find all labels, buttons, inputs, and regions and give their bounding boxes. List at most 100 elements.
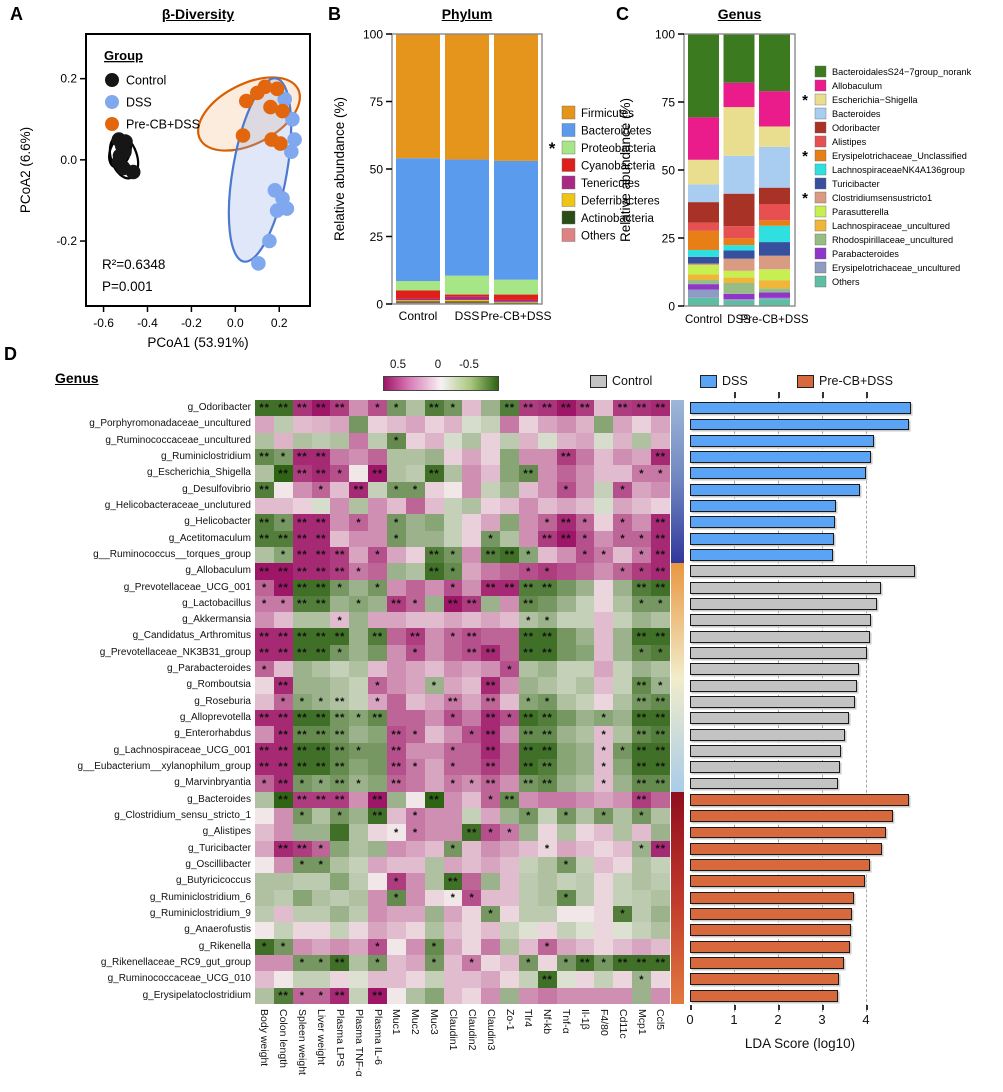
heatmap-cell [349,726,369,744]
heatmap-cell: ** [500,546,520,564]
legend-swatch-Control [590,375,607,388]
significance-stars: * [262,598,268,611]
significance-stars: * [601,549,607,562]
legend-label: BacteroidalesS24−7group_norank [832,67,972,77]
heatmap-cell: * [519,954,539,972]
significance-stars: ** [636,402,648,415]
lda-bottom-tick [778,1004,780,1010]
significance-stars: * [450,777,456,790]
heatmap-cell [519,791,539,809]
x-tick-label: -0.6 [93,316,114,330]
heatmap-row-label: g_Acetitomaculum [168,532,251,544]
heatmap-cell [556,971,577,988]
heatmap-cell [537,873,558,891]
heatmap-cell [462,514,482,532]
heatmap-column-label: Colon length [277,1008,290,1068]
heatmap-cell [387,465,407,483]
heatmap-cell [443,481,463,499]
heatmap-cell: * [500,710,520,727]
heatmap-cell: ** [311,644,331,662]
heatmap-cell: ** [500,579,520,597]
significance-stars: ** [485,712,497,725]
significance-stars: ** [259,451,270,464]
significance-stars: * [412,761,419,774]
heatmap-cell [424,775,445,793]
lda-gridline [866,396,867,1012]
legend-swatch [561,210,576,225]
heatmap-cell: ** [292,742,313,760]
heatmap-cell [462,416,482,434]
heatmap-cell [481,612,501,629]
heatmap-cell [556,775,577,793]
significance-stars: * [450,565,456,578]
heatmap-cell: * [424,677,445,695]
scatter-point [125,164,141,180]
heatmap-cell: * [443,563,463,580]
heatmap-cell [368,644,388,662]
heatmap-cell [273,661,294,678]
colorbar-label-max: 0.5 [390,359,406,371]
heatmap-cell [255,971,275,988]
legend-label: Deferribacteres [581,196,660,208]
heatmap-cell [330,677,350,695]
significance-stars: ** [542,581,553,594]
heatmap-cell: ** [273,400,294,417]
heatmap-cell [594,856,614,874]
heatmap-cell: ** [330,628,350,646]
legend-swatch [105,73,119,87]
significance-stars: * [620,745,626,758]
stack-segment-Parasutterella [723,270,755,278]
significance-stars: * [356,712,362,725]
lda-top-tick [734,392,736,398]
heatmap-cell: ** [632,628,652,646]
heatmap-cell: ** [519,726,539,744]
heatmap-cell [405,612,426,629]
heatmap-column-label: Ccl5 [654,1008,667,1030]
heatmap-cell [368,971,388,988]
stack-segment-Parasutterella [759,269,790,281]
significance-stars: * [450,843,456,856]
significance-stars: * [639,532,645,545]
heatmap-cell: ** [292,465,313,483]
heatmap-cell: ** [273,530,294,548]
lda-bar-g_Ruminococcaceae_UCG_010 [690,973,839,986]
heatmap-column-label: Body weight [258,1008,271,1067]
heatmap-cell [349,579,369,597]
heatmap-cell [424,840,445,858]
significance-stars: ** [315,761,327,774]
significance-stars: ** [315,467,327,480]
significance-stars: ** [297,516,308,529]
stack-segment-Cyanobacteria [494,294,538,300]
significance-stars: ** [410,630,421,643]
significance-stars: * [337,581,343,594]
heatmap-cell [537,905,558,923]
significance-stars: ** [542,728,553,741]
heatmap-cell [613,873,633,891]
heatmap-column-label: Tlr4 [522,1008,535,1027]
heatmap-cell [613,840,633,858]
heatmap-cell: * [519,612,539,629]
heatmap-cell [292,661,313,678]
significance-stars: * [318,777,324,790]
significance-stars: ** [334,989,346,1002]
heatmap-cell [349,644,369,662]
heatmap-cell [368,481,388,499]
heatmap-cell [311,677,331,695]
significance-stars: ** [636,761,648,774]
significance-stars: * [394,435,400,448]
scatter-point [269,203,285,218]
heatmap-cell [575,938,595,956]
heatmap-cell [387,808,407,825]
heatmap-cell [613,661,633,678]
significance-stars: ** [523,777,534,790]
heatmap-cell [537,661,558,678]
cluster-ellipse-Pre-CB+DSS [197,76,301,152]
heatmap-cell: * [556,889,577,907]
heatmap-cell [349,530,369,548]
heatmap-cell [500,840,520,858]
heatmap-cell: * [273,448,294,466]
heatmap-cell [500,514,520,532]
heatmap-cell [424,905,445,923]
significance-stars: * [658,647,664,660]
significance-stars: * [582,516,588,529]
